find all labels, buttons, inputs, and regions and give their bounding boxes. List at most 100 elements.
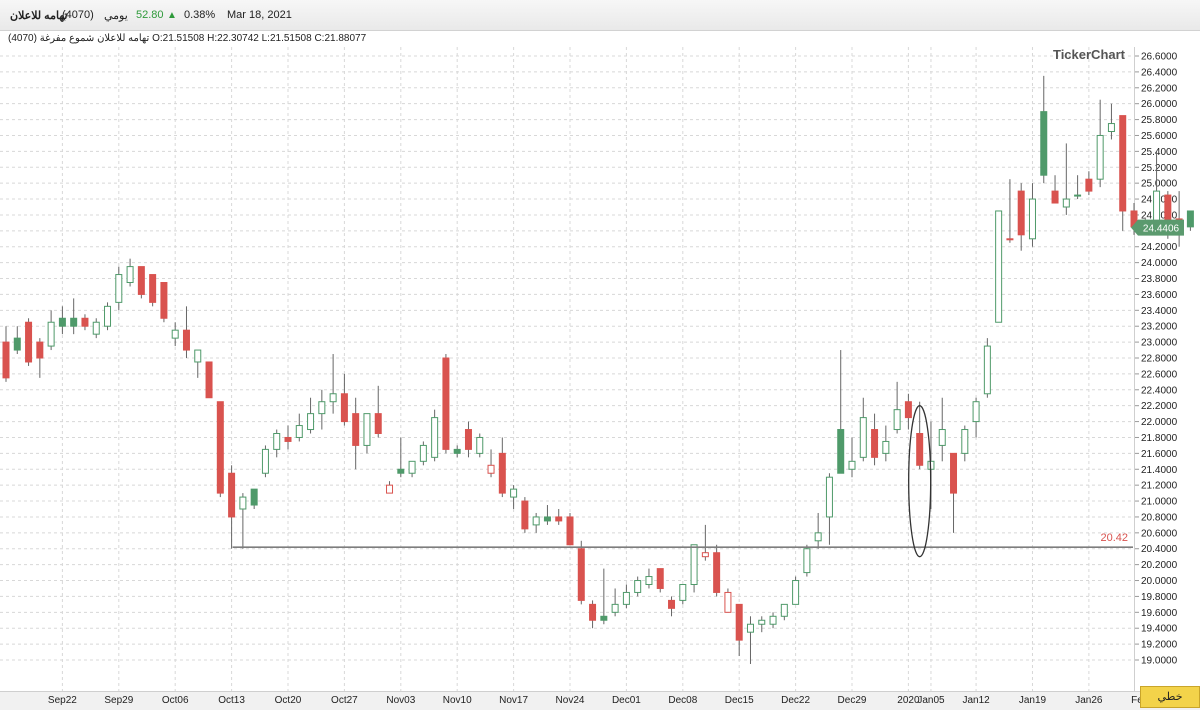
x-tick-label: Dec29: [838, 695, 867, 706]
candle-body: [420, 445, 426, 461]
candle-body: [1154, 191, 1160, 223]
y-tick-label: 22.8000: [1141, 354, 1178, 365]
candle-body: [623, 592, 629, 604]
candle-body: [477, 437, 483, 453]
price-tag-label: 24.4406: [1143, 224, 1180, 235]
candle-body: [669, 600, 675, 608]
candle-body: [826, 477, 832, 517]
candle-body: [747, 624, 753, 632]
candle-body: [781, 604, 787, 616]
candle-body: [691, 545, 697, 585]
y-tick-label: 25.2000: [1141, 163, 1178, 174]
y-tick-label: 26.2000: [1141, 83, 1178, 94]
y-tick-label: 19.4000: [1141, 624, 1178, 635]
candle-body: [454, 449, 460, 453]
period-label[interactable]: يومي: [104, 9, 128, 22]
y-tick-label: 25.0000: [1141, 179, 1178, 190]
y-tick-label: 24.0000: [1141, 258, 1178, 269]
candle-body: [1029, 199, 1035, 239]
y-tick-label: 23.4000: [1141, 306, 1178, 317]
candle-body: [387, 485, 393, 493]
ohlc-info: تهامه للاعلان شموع مفرغة (4070) O:21.515…: [0, 31, 1200, 47]
chart-type-button[interactable]: خطي: [1140, 686, 1200, 708]
x-tick-label: Nov10: [443, 695, 472, 706]
stock-name[interactable]: تهامه للاعلان: [10, 9, 67, 22]
y-axis: 19.000019.200019.400019.600019.800020.00…: [1135, 47, 1200, 691]
candle-body: [409, 461, 415, 473]
y-tick-label: 23.8000: [1141, 274, 1178, 285]
candle-body: [872, 430, 878, 458]
y-tick-label: 21.8000: [1141, 433, 1178, 444]
y-tick-label: 20.4000: [1141, 544, 1178, 555]
candle-body: [883, 441, 889, 453]
candle-body: [1086, 179, 1092, 191]
quote-date: Mar 18, 2021: [227, 9, 292, 21]
candle-body: [240, 497, 246, 509]
tickerchart-logo: TickerChart: [1053, 47, 1126, 62]
candle-body: [3, 342, 9, 378]
candle-body: [138, 267, 144, 295]
candle-body: [962, 430, 968, 454]
x-tick-label: 2020: [897, 695, 919, 706]
x-tick-label: Nov17: [499, 695, 528, 706]
x-tick-label: Dec08: [668, 695, 697, 706]
x-tick-label: Jan26: [1075, 695, 1102, 706]
candle-body: [183, 330, 189, 350]
y-tick-label: 19.2000: [1141, 640, 1178, 651]
candle-body: [217, 402, 223, 493]
candle-body: [815, 533, 821, 541]
candle-body: [849, 461, 855, 469]
candle-body: [511, 489, 517, 497]
candle-body: [1097, 135, 1103, 179]
top-bar: تهامه للاعلان (4070) يومي 52.80 ▲ 0.38% …: [0, 0, 1200, 31]
candle-body: [229, 473, 235, 517]
x-tick-label: Nov24: [556, 695, 585, 706]
gridlines: TickerChart: [0, 47, 1145, 691]
candlestick-chart[interactable]: TickerChart 19.000019.200019.400019.6000…: [0, 47, 1200, 691]
candle-body: [488, 465, 494, 473]
x-tick-label: Jan05: [917, 695, 944, 706]
candle-body: [860, 418, 866, 458]
y-tick-label: 21.0000: [1141, 497, 1178, 508]
candle-body: [657, 569, 663, 589]
candle-body: [838, 430, 844, 474]
candle-body: [195, 350, 201, 362]
y-tick-label: 25.6000: [1141, 131, 1178, 142]
y-tick-label: 19.8000: [1141, 592, 1178, 603]
x-tick-label: Jan19: [1019, 695, 1046, 706]
candle-body: [161, 283, 167, 319]
candle-body: [127, 267, 133, 283]
candle-body: [680, 585, 686, 601]
x-tick-label: Oct13: [218, 695, 245, 706]
y-tick-label: 26.0000: [1141, 99, 1178, 110]
candle-body: [296, 426, 302, 438]
y-tick-label: 22.4000: [1141, 385, 1178, 396]
candle-body: [443, 358, 449, 449]
x-tick-label: Nov03: [386, 695, 415, 706]
candle-body: [556, 517, 562, 521]
candle-body: [375, 414, 381, 434]
candle-body: [996, 211, 1002, 322]
candle-body: [499, 453, 505, 493]
candle-body: [567, 517, 573, 545]
y-tick-label: 26.6000: [1141, 52, 1178, 63]
x-tick-label: Oct06: [162, 695, 189, 706]
y-tick-label: 22.6000: [1141, 369, 1178, 380]
y-tick-label: 20.8000: [1141, 512, 1178, 523]
candle-body: [465, 430, 471, 450]
candle-body: [308, 414, 314, 430]
x-tick-label: Oct20: [275, 695, 302, 706]
y-tick-label: 20.6000: [1141, 528, 1178, 539]
x-tick-label: Dec22: [781, 695, 810, 706]
candle-body: [793, 581, 799, 605]
candle-body: [93, 322, 99, 334]
candle-body: [578, 549, 584, 601]
ohlc-text: تهامه للاعلان شموع مفرغة (4070) O:21.515…: [8, 33, 366, 44]
y-tick-label: 23.0000: [1141, 338, 1178, 349]
y-tick-label: 24.2000: [1141, 242, 1178, 253]
candle-body: [116, 275, 122, 303]
y-tick-label: 23.2000: [1141, 322, 1178, 333]
x-tick-label: Dec01: [612, 695, 641, 706]
candle-body: [736, 604, 742, 640]
